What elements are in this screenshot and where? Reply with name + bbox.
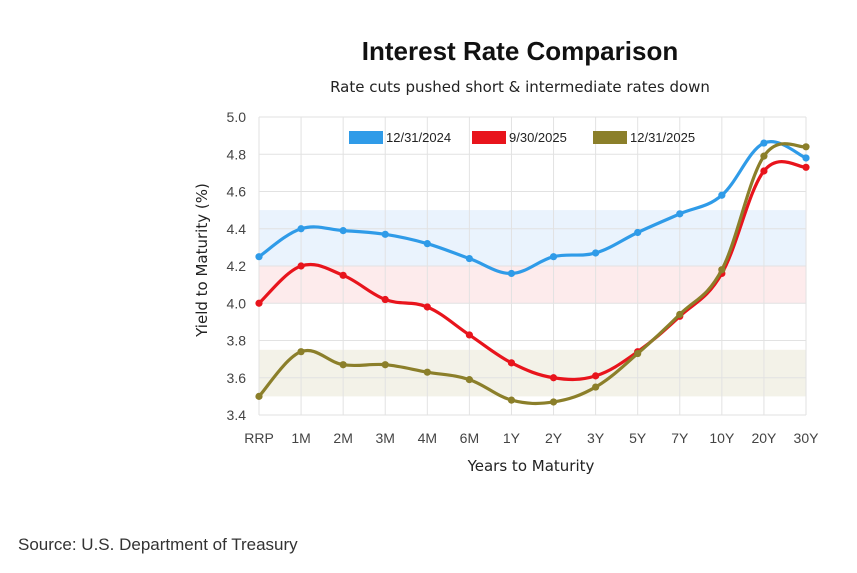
y-tick-label: 4.0 [227, 295, 247, 311]
data-point [592, 249, 600, 257]
data-point [423, 368, 431, 376]
x-tick-label: 20Y [751, 430, 777, 446]
y-tick-label: 5.0 [227, 109, 247, 125]
data-point [718, 191, 726, 199]
data-point [423, 303, 431, 311]
data-point [381, 361, 389, 369]
y-axis-title: Yield to Maturity (%) [193, 183, 211, 338]
legend-label: 12/31/2024 [386, 130, 451, 145]
y-tick-label: 3.6 [227, 370, 247, 386]
data-point [381, 230, 389, 238]
data-point [634, 228, 642, 237]
x-tick-label: 4M [418, 430, 437, 446]
data-point [465, 376, 473, 384]
data-point [465, 331, 473, 339]
data-point [549, 374, 558, 382]
legend-label: 12/31/2025 [630, 130, 695, 145]
x-tick-label: 6M [460, 430, 479, 446]
series-line [257, 142, 808, 406]
x-axis-ticks: RRP 1M 2M 3M 4M 6M 1Y 2Y 3Y 5Y 7Y 10Y 20Y 30Y [244, 430, 819, 446]
series-12-31-2024 [255, 139, 810, 278]
legend-swatch [349, 131, 383, 144]
data-point [802, 154, 810, 162]
data-point [549, 398, 558, 406]
data-point [381, 295, 389, 304]
band-12-31-2024 [259, 210, 806, 266]
y-tick-label: 4.4 [227, 221, 247, 237]
data-point [592, 383, 600, 391]
y-axis-ticks: 3.4 3.6 3.8 4.0 4.2 4.4 4.6 4.8 5.0 [227, 109, 247, 423]
y-tick-label: 4.6 [227, 184, 247, 200]
x-tick-label: 3M [376, 430, 395, 446]
data-point [634, 349, 642, 358]
chart-subtitle: Rate cuts pushed short & intermediate ra… [330, 78, 710, 96]
grid [258, 116, 807, 416]
chart-title: Interest Rate Comparison [361, 36, 679, 66]
legend-swatch [593, 131, 627, 144]
x-tick-label: 3Y [587, 430, 605, 446]
data-point [297, 348, 305, 356]
data-point [255, 253, 263, 261]
data-point [255, 392, 263, 400]
data-point [802, 163, 810, 171]
data-point [255, 299, 263, 307]
data-point [760, 167, 768, 175]
y-tick-label: 4.8 [227, 146, 247, 162]
data-point [297, 225, 305, 233]
data-point [592, 372, 600, 380]
data-point [676, 310, 684, 319]
data-point [802, 143, 810, 151]
series-lines [255, 139, 810, 406]
data-point [423, 240, 431, 248]
legend-label: 9/30/2025 [509, 130, 567, 145]
x-tick-label: 10Y [709, 430, 735, 446]
x-tick-label: 5Y [629, 430, 647, 446]
legend-swatch [472, 131, 506, 144]
x-tick-label: RRP [244, 430, 274, 446]
data-point [507, 359, 516, 367]
data-point [339, 227, 347, 235]
data-point [339, 271, 347, 279]
x-tick-label: 30Y [794, 430, 820, 446]
data-point [297, 262, 305, 270]
x-tick-label: 2M [333, 430, 352, 446]
x-tick-label: 7Y [671, 430, 689, 446]
x-axis-title: Years to Maturity [467, 457, 595, 475]
data-point [676, 210, 684, 218]
y-tick-label: 4.2 [227, 258, 247, 274]
x-tick-label: 1Y [503, 430, 521, 446]
legend: 12/31/2024 9/30/2025 12/31/2025 [349, 130, 695, 145]
source-note: Source: U.S. Department of Treasury [18, 535, 298, 554]
y-tick-label: 3.8 [227, 333, 247, 349]
x-tick-label: 2Y [545, 430, 563, 446]
data-point [760, 152, 768, 160]
data-point [760, 139, 768, 147]
data-point [549, 253, 558, 261]
y-tick-label: 3.4 [227, 407, 247, 423]
series-9-30-2025 [255, 160, 810, 382]
data-point [465, 254, 473, 263]
data-point [507, 396, 516, 404]
x-tick-label: 1M [291, 430, 310, 446]
data-point [718, 266, 726, 274]
data-point [507, 269, 516, 278]
series-12-31-2025 [255, 142, 810, 406]
data-point [339, 361, 347, 369]
